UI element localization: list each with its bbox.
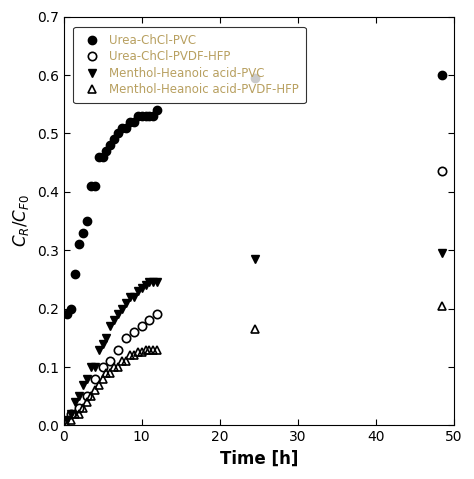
X-axis label: Time [h]: Time [h]	[219, 450, 298, 468]
Y-axis label: $C_R/C_{F0}$: $C_R/C_{F0}$	[11, 194, 31, 247]
Legend: Urea-ChCl-PVC, Urea-ChCl-PVDF-HFP, Menthol-Heanoic acid-PVC, Menthol-Heanoic aci: Urea-ChCl-PVC, Urea-ChCl-PVDF-HFP, Menth…	[73, 27, 306, 103]
